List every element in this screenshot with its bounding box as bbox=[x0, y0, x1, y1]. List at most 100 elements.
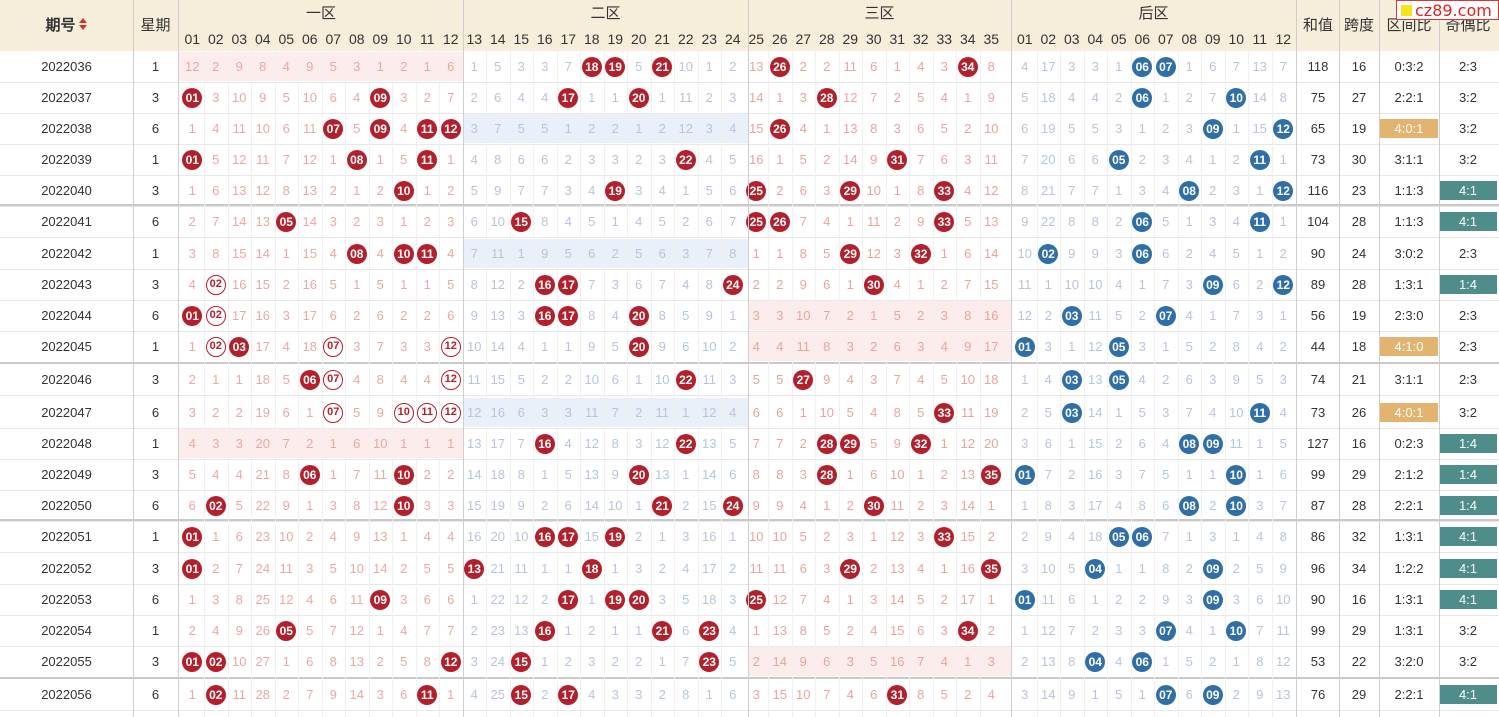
front-miss-cell: 1 bbox=[635, 121, 643, 136]
front-miss-cell: 2 bbox=[541, 498, 549, 513]
sort-up-down-icon[interactable] bbox=[78, 17, 88, 34]
zone-repeat-shading bbox=[463, 114, 748, 143]
cell-divider bbox=[1130, 51, 1132, 717]
red-ball: 22 bbox=[675, 149, 696, 170]
front-miss-cell: 2 bbox=[964, 121, 972, 136]
table-row-period[interactable]: 2022049 bbox=[41, 467, 92, 482]
table-row-period[interactable]: 2022043 bbox=[41, 277, 92, 292]
front-miss-cell: 18 bbox=[490, 467, 505, 482]
front-miss-cell: 2 bbox=[987, 529, 995, 544]
back-miss-cell: 2 bbox=[1209, 339, 1217, 354]
table-row-period[interactable]: 2022037 bbox=[41, 90, 92, 105]
red-ball: 19 bbox=[605, 589, 626, 610]
front-miss-cell: 4 bbox=[188, 277, 196, 292]
cell-divider bbox=[979, 51, 981, 717]
front-hit-cell: 02 bbox=[204, 679, 228, 710]
front-miss-cell: 15 bbox=[749, 121, 764, 136]
table-row-period[interactable]: 2022036 bbox=[41, 59, 92, 74]
back-miss-cell: 2 bbox=[1115, 90, 1123, 105]
front-miss-cell: 6 bbox=[964, 246, 972, 261]
front-miss-cell: 18 bbox=[984, 372, 999, 387]
period-header[interactable]: 期号 bbox=[0, 0, 133, 51]
red-ball: 16 bbox=[534, 305, 555, 326]
back-miss-cell: 3 bbox=[1279, 372, 1287, 387]
front-miss-cell: 2 bbox=[987, 623, 995, 638]
table-row-period[interactable]: 2022046 bbox=[41, 372, 92, 387]
front-miss-cell: 2 bbox=[917, 498, 925, 513]
table-row-period[interactable]: 2022050 bbox=[41, 498, 92, 513]
table-row-period[interactable]: 2022041 bbox=[41, 214, 92, 229]
table-row-period[interactable]: 2022048 bbox=[41, 436, 92, 451]
front-miss-cell: 1 bbox=[423, 59, 431, 74]
blue-ball: 09 bbox=[1202, 558, 1223, 579]
back-hit-cell: 09 bbox=[1201, 113, 1225, 144]
front-miss-cell: 1 bbox=[212, 372, 220, 387]
repeat-ball: 02 bbox=[205, 305, 226, 326]
front-hit-cell: 01 bbox=[181, 144, 205, 175]
front-miss-cell: 2 bbox=[188, 623, 196, 638]
back-miss-cell: 20 bbox=[1041, 152, 1056, 167]
front-miss-cell: 2 bbox=[353, 308, 361, 323]
red-ball: 28 bbox=[816, 433, 837, 454]
front-miss-cell: 6 bbox=[447, 59, 455, 74]
table-row-period[interactable]: 2022054 bbox=[41, 623, 92, 638]
table-row-period[interactable]: 2022044 bbox=[41, 308, 92, 323]
table-row-period[interactable]: 2022053 bbox=[41, 592, 92, 607]
blue-ball: 06 bbox=[1132, 651, 1153, 672]
front-miss-cell: 1 bbox=[823, 121, 831, 136]
zone2-header: 二区 bbox=[463, 0, 748, 27]
group-separator bbox=[0, 362, 1499, 364]
front-miss-cell: 4 bbox=[682, 277, 690, 292]
red-ball: 24 bbox=[722, 274, 743, 295]
front-hit-cell: 01 bbox=[181, 82, 205, 113]
front-hit-cell: 24 bbox=[721, 269, 745, 300]
sum-value: 76 bbox=[1310, 687, 1326, 702]
row-divider bbox=[0, 82, 1499, 83]
red-ball: 34 bbox=[957, 56, 978, 77]
cell-divider bbox=[768, 51, 769, 717]
site-logo[interactable]: cz89.com bbox=[1396, 0, 1499, 20]
table-row-weekday: 1 bbox=[151, 339, 160, 354]
back-miss-cell: 7 bbox=[1091, 183, 1099, 198]
cell-divider bbox=[1083, 51, 1085, 717]
front-miss-cell: 6 bbox=[658, 246, 666, 261]
front-miss-cell: 12 bbox=[843, 90, 858, 105]
cell-divider bbox=[392, 51, 393, 717]
front-miss-cell: 3 bbox=[235, 436, 243, 451]
table-row-period[interactable]: 2022055 bbox=[41, 654, 92, 669]
table-row-period[interactable]: 2022042 bbox=[41, 246, 92, 261]
ball-number: 07 bbox=[326, 372, 341, 387]
table-row-period[interactable]: 2022047 bbox=[41, 405, 92, 420]
blue-ball: 12 bbox=[1273, 274, 1294, 295]
back-miss-cell: 4 bbox=[1115, 498, 1123, 513]
table-row-period[interactable]: 2022040 bbox=[41, 183, 92, 198]
row-divider bbox=[0, 206, 1499, 207]
table-row-period[interactable]: 2022038 bbox=[41, 121, 92, 136]
red-ball: 33 bbox=[934, 180, 955, 201]
table-row-period[interactable]: 2022045 bbox=[41, 339, 92, 354]
front-number-header: 14 bbox=[486, 27, 510, 51]
sum-value: 73 bbox=[1310, 405, 1326, 420]
back-miss-cell: 7 bbox=[1232, 308, 1240, 323]
front-miss-cell: 15 bbox=[702, 498, 717, 513]
front-miss-cell: 13 bbox=[702, 436, 717, 451]
sum-value: 86 bbox=[1310, 529, 1326, 544]
table-row-period[interactable]: 2022052 bbox=[41, 561, 92, 576]
front-miss-cell: 7 bbox=[564, 59, 572, 74]
back-hit-cell: 03 bbox=[1060, 300, 1084, 331]
front-miss-cell: 14 bbox=[467, 467, 482, 482]
front-miss-cell: 2 bbox=[376, 654, 384, 669]
table-row-period[interactable]: 2022056 bbox=[41, 687, 92, 702]
front-miss-cell: 11 bbox=[961, 405, 975, 420]
back-miss-cell: 6 bbox=[1091, 152, 1099, 167]
back-miss-cell: 3 bbox=[1115, 246, 1123, 261]
front-miss-cell: 5 bbox=[306, 623, 314, 638]
table-row-period[interactable]: 2022051 bbox=[41, 529, 92, 544]
front-miss-cell: 9 bbox=[752, 498, 760, 513]
front-miss-cell: 2 bbox=[776, 277, 784, 292]
table-row-period[interactable]: 2022039 bbox=[41, 152, 92, 167]
front-miss-cell: 1 bbox=[329, 152, 337, 167]
front-miss-cell: 1 bbox=[917, 467, 925, 482]
back-hit-cell: 08 bbox=[1178, 490, 1202, 521]
